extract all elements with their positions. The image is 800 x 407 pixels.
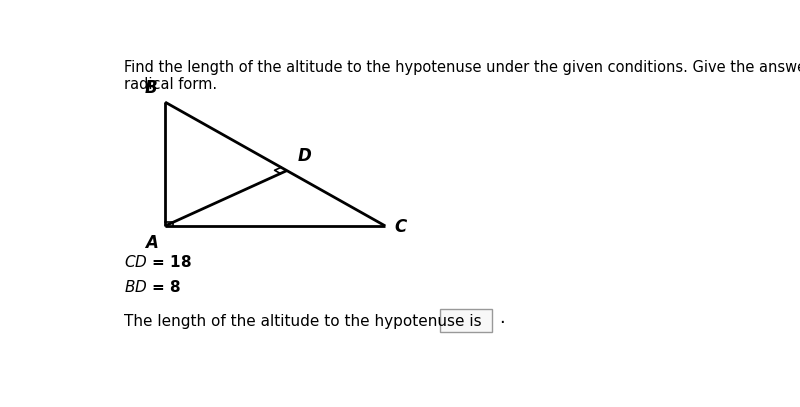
- Text: $\it{BD}$ = 8: $\it{BD}$ = 8: [123, 279, 181, 295]
- Text: A: A: [145, 234, 158, 252]
- FancyBboxPatch shape: [440, 309, 493, 333]
- Text: C: C: [394, 219, 406, 236]
- Text: $\it{CD}$ = 18: $\it{CD}$ = 18: [123, 254, 192, 270]
- Text: B: B: [145, 79, 158, 97]
- Text: .: .: [498, 309, 505, 326]
- Text: The length of the altitude to the hypotenuse is: The length of the altitude to the hypote…: [123, 314, 481, 329]
- Text: D: D: [298, 147, 312, 165]
- Text: Find the length of the altitude to the hypotenuse under the given conditions. Gi: Find the length of the altitude to the h…: [123, 60, 800, 92]
